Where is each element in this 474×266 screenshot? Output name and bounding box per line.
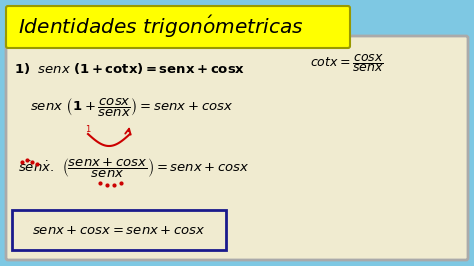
Text: $\mathit{senx}\ \left(\mathbf{1} + \dfrac{cosx}{senx}\right) = senx + cosx$: $\mathit{senx}\ \left(\mathbf{1} + \dfra… bbox=[30, 97, 233, 119]
FancyBboxPatch shape bbox=[6, 6, 350, 48]
Text: $\left(\dfrac{senx + cosx}{\mathit{senx}}\right) = senx + cosx$: $\left(\dfrac{senx + cosx}{\mathit{senx}… bbox=[62, 156, 249, 180]
Text: $\mathit{cotx} = \dfrac{cosx}{senx}$: $\mathit{cotx} = \dfrac{cosx}{senx}$ bbox=[310, 52, 384, 74]
Text: $\bf{1)}$  $\mathit{senx}\ \mathbf{(1 + cotx) = senx + cosx}$: $\bf{1)}$ $\mathit{senx}\ \mathbf{(1 + c… bbox=[14, 60, 246, 76]
Text: $\mathit{s\dot{e}n\dot{x}.}$: $\mathit{s\dot{e}n\dot{x}.}$ bbox=[18, 161, 54, 175]
FancyBboxPatch shape bbox=[12, 210, 226, 250]
Text: $1$: $1$ bbox=[85, 123, 91, 134]
Text: $\mathit{senx + cosx = senx + cosx}$: $\mathit{senx + cosx = senx + cosx}$ bbox=[32, 223, 206, 236]
Text: $\bf{\it{Identidades\ trigon\'ometricas}}$: $\bf{\it{Identidades\ trigon\'ometricas}… bbox=[18, 14, 304, 40]
FancyBboxPatch shape bbox=[6, 36, 468, 260]
